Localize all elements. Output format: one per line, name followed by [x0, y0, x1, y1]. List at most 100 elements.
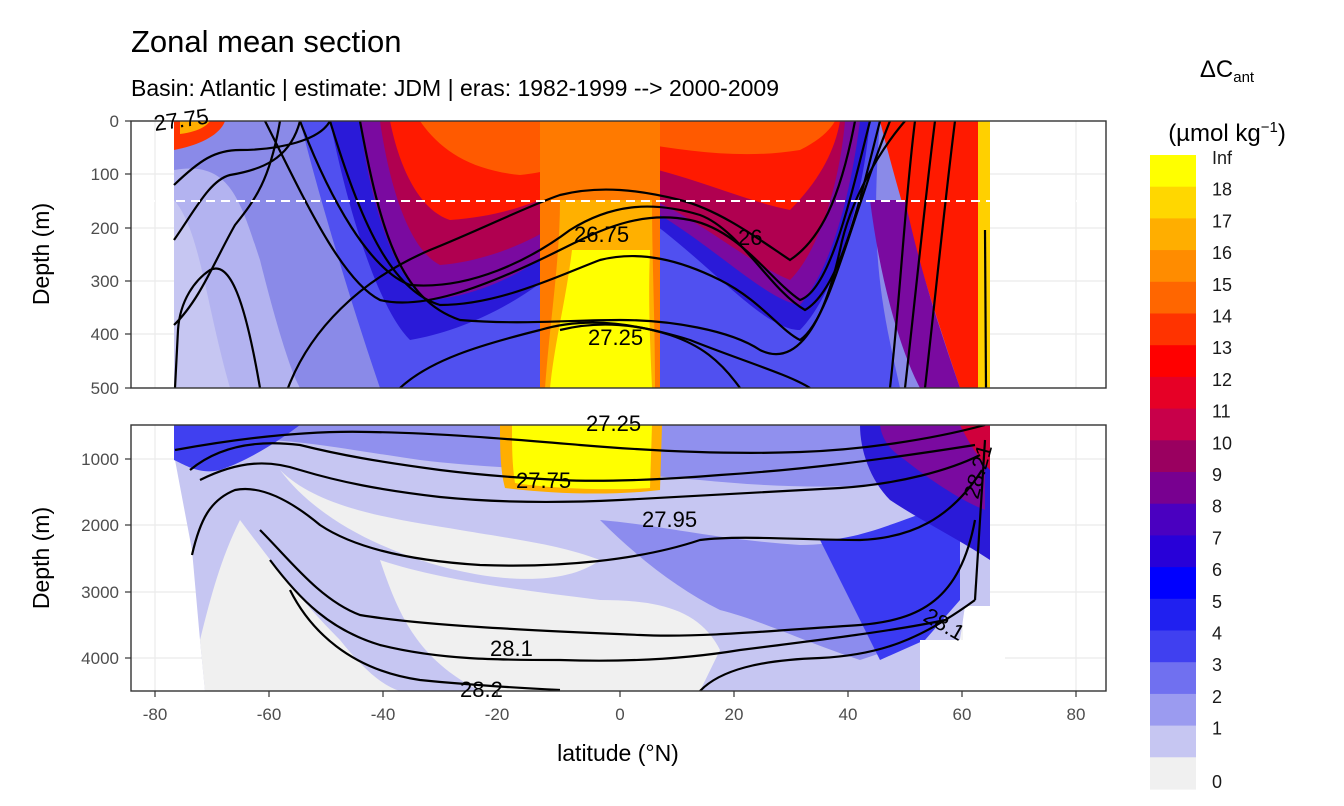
upper-y-axis-title: Depth (m): [28, 203, 54, 305]
legend-swatch: [1150, 313, 1196, 346]
legend-swatch: [1150, 186, 1196, 219]
legend-unit-sup: −1: [1260, 119, 1278, 136]
lower-field-nordic-red: [960, 425, 990, 470]
legend-swatch: [1150, 630, 1196, 663]
legend-label: 7: [1212, 528, 1222, 548]
upper-panel-border: [130, 120, 1107, 389]
chart-subtitle: Basin: Atlantic | estimate: JDM | eras: …: [131, 75, 779, 101]
legend-swatch: [1150, 250, 1196, 283]
upper-y-tick: 100: [91, 165, 119, 184]
legend-unit-post: ): [1277, 120, 1286, 147]
contour-label-upper-2: 26.75: [574, 222, 629, 247]
upper-contours: [173, 121, 988, 388]
legend-unit-pre: (µmol kg: [1168, 120, 1261, 147]
legend-title-sub: ant: [1233, 69, 1255, 86]
legend-label: 12: [1212, 370, 1232, 390]
legend-swatch: [1150, 598, 1196, 632]
legend-title-main: ΔC: [1199, 56, 1234, 83]
legend-label: 4: [1212, 624, 1222, 644]
upper-y-tick: 0: [110, 112, 119, 131]
x-tick: 0: [615, 705, 624, 724]
legend-label: 9: [1212, 465, 1222, 485]
legend-label: 13: [1212, 338, 1232, 358]
contour-label-lower-1: 27.25: [586, 411, 641, 436]
legend-label: 11: [1212, 402, 1231, 422]
upper-field-south-core: [180, 121, 210, 134]
legend-label: 0: [1212, 772, 1222, 792]
x-tick: -40: [371, 705, 396, 724]
lower-panel-border: [130, 424, 1107, 692]
lower-y-tick: 3000: [81, 583, 119, 602]
lower-field-gap-corner: [920, 640, 970, 691]
legend-label: 14: [1212, 307, 1232, 327]
upper-field-column-yellow: [550, 250, 652, 388]
lower-heatmap: [174, 425, 1005, 691]
chart-title: Zonal mean section: [131, 24, 402, 59]
legend-label: Inf: [1212, 148, 1233, 168]
legend-label: 8: [1212, 497, 1222, 517]
contour-label-lower-2: 27.75: [516, 468, 571, 493]
legend-title: ΔCant (µmol kg−1): [1142, 54, 1312, 150]
x-tick: 60: [953, 705, 972, 724]
contour-label-lower-5: 28.2: [460, 677, 503, 702]
legend-swatch: [1150, 725, 1196, 758]
upper-heatmap: [173, 121, 990, 388]
contour-label-lower-3: 27.95: [642, 507, 697, 532]
x-tick: 80: [1067, 705, 1086, 724]
legend-swatch: [1150, 281, 1196, 315]
legend-swatch: [1150, 567, 1196, 600]
lower-field-white-band: [280, 470, 600, 579]
legend-label: 2: [1212, 687, 1222, 707]
contour-label-lower-4: 28.1: [490, 636, 533, 661]
x-tick: 40: [839, 705, 858, 724]
lower-y-tick: 4000: [81, 649, 119, 668]
legend-swatch: [1150, 345, 1196, 378]
upper-y-tick: 500: [91, 379, 119, 398]
upper-y-axis: 0 100 200 300 400 500 Depth (m): [28, 112, 131, 398]
x-tick: 20: [725, 705, 744, 724]
lower-y-tick: 2000: [81, 516, 119, 535]
x-axis-title: latitude (°N): [557, 740, 679, 766]
upper-panel: [130, 120, 1107, 389]
upper-y-tick: 400: [91, 325, 119, 344]
lower-contours: [174, 425, 987, 691]
legend-swatch: [1150, 155, 1196, 188]
legend-swatch: [1150, 440, 1196, 473]
legend-swatch: [1150, 535, 1196, 568]
legend-label: 15: [1212, 275, 1232, 295]
x-tick: -80: [143, 705, 168, 724]
upper-field-orange: [420, 121, 835, 175]
legend-swatch: [1150, 408, 1196, 441]
x-tick: -60: [257, 705, 282, 724]
legend-label: 10: [1212, 433, 1232, 453]
legend-label: 16: [1212, 243, 1232, 263]
legend-swatch: [1150, 757, 1196, 790]
legend-label: 6: [1212, 560, 1222, 580]
legend-swatch: [1150, 503, 1196, 536]
legend-label: 5: [1212, 592, 1222, 612]
x-axis: -80 -60 -40 -20 0 20 40 60 80 latitude (…: [143, 691, 1086, 766]
legend-label: 17: [1212, 211, 1232, 231]
contour-label-upper-4: 27.25: [588, 325, 643, 350]
legend-label: 1: [1212, 719, 1222, 739]
legend-label: 18: [1212, 180, 1232, 200]
upper-y-tick: 300: [91, 272, 119, 291]
lower-y-axis-title: Depth (m): [28, 507, 54, 609]
upper-field-south-light: [174, 200, 230, 388]
lower-y-tick: 1000: [81, 450, 119, 469]
legend-swatch: [1150, 693, 1196, 727]
lower-field-gap-right: [965, 606, 1005, 691]
legend-swatch: [1150, 662, 1196, 695]
lower-field-column-yellow: [512, 425, 652, 490]
legend-swatch: [1150, 218, 1196, 251]
x-tick: -20: [485, 705, 510, 724]
legend-swatch: [1150, 472, 1196, 505]
contour-label-upper-3: 26: [738, 225, 762, 250]
lower-panel: [130, 424, 1107, 692]
legend-swatch: [1150, 376, 1196, 410]
legend-label: 3: [1212, 655, 1222, 675]
lower-field-nordic-purple: [880, 425, 985, 510]
upper-y-tick: 200: [91, 219, 119, 238]
